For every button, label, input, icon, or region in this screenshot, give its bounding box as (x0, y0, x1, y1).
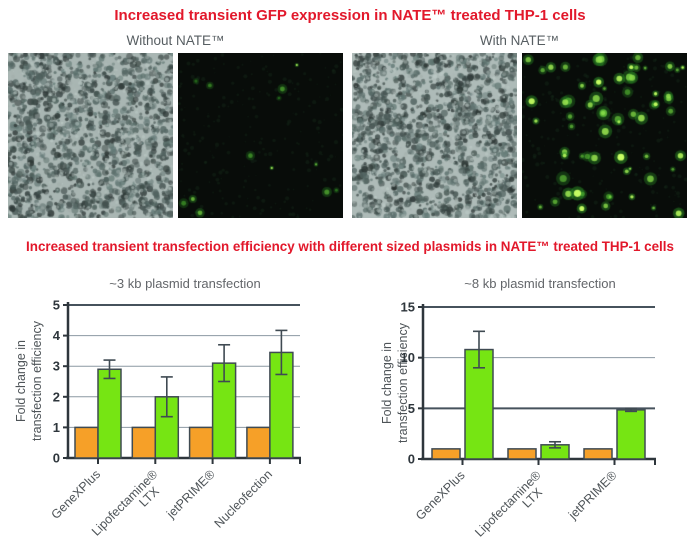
bar (616, 409, 646, 460)
y-tick-label: 2 (53, 389, 60, 404)
x-category-label: jetPRIME® (163, 467, 218, 522)
y-tick-label: 15 (401, 300, 415, 315)
x-category-label: jetPRIME® (565, 468, 620, 523)
y-tick-label: 5 (53, 298, 60, 313)
bar (431, 448, 461, 460)
chart-title-8kb: ~8 kb plasmid transfection (464, 276, 616, 291)
y-tick-label: 0 (408, 452, 415, 467)
chart-title-3kb: ~3 kb plasmid transfection (109, 276, 261, 291)
y-tick-label: 10 (401, 350, 415, 365)
brightfield-without-nate-image (8, 53, 173, 218)
gfp-fluorescence-with-nate-image (522, 53, 687, 218)
bar (188, 426, 214, 459)
x-category-label: Nucleofection (212, 467, 275, 530)
bar-chart-8kb-plasmid: 0 5 10 15 GeneXPlus Lipofectamine®LTX jetPRIME… (401, 300, 656, 537)
x-category-label: GeneXPlus (413, 468, 468, 523)
x-category-label: GeneXPlus (49, 467, 104, 522)
figure-title-gfp-expression: Increased transient GFP expression in NA… (114, 7, 586, 24)
bar (131, 426, 157, 459)
brightfield-with-nate-image (352, 53, 517, 218)
bar (507, 448, 537, 460)
figure-title-transfection-efficiency: Increased transient transfection efficie… (26, 239, 674, 254)
bar (97, 368, 122, 459)
y-tick-label: 0 (53, 451, 60, 466)
y-tick-label: 1 (53, 420, 60, 435)
y-tick-label: 3 (53, 359, 60, 374)
bar (74, 426, 99, 459)
bar (583, 448, 613, 460)
y-tick-label: 5 (408, 401, 415, 416)
x-category-label: Lipofectamine®LTX (472, 468, 553, 537)
label-with-nate: With NATE™ (479, 33, 560, 48)
bar (246, 426, 271, 459)
label-without-nate: Without NATE™ (126, 33, 225, 48)
y-tick-label: 4 (53, 328, 61, 343)
gfp-fluorescence-without-nate-image (178, 53, 343, 218)
